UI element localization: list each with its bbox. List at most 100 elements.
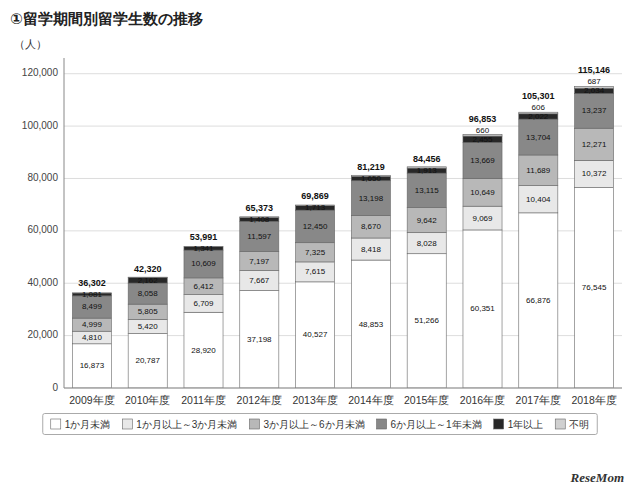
segment-label: 1,913 (417, 166, 438, 175)
bar-segment (72, 344, 111, 388)
segment-label: 4,810 (82, 333, 103, 342)
bar-segment (463, 178, 502, 206)
segment-label: 40,527 (303, 330, 328, 339)
segment-label: 13,115 (415, 186, 439, 195)
total-label: 53,991 (190, 232, 218, 242)
segment-label: 48,853 (359, 320, 384, 329)
legend-label: 不明 (569, 419, 589, 430)
bar-segment (184, 295, 223, 313)
y-tick-label: 60,000 (27, 224, 58, 235)
bar-segment (407, 233, 446, 254)
bar-segment (407, 207, 446, 232)
grid-line (64, 73, 622, 74)
x-tick-label: 2014年度 (348, 394, 393, 406)
x-tick-label: 2017年度 (516, 394, 561, 406)
total-label: 36,302 (78, 278, 106, 288)
x-tick-label: 2016年度 (460, 394, 505, 406)
bar-segment (351, 215, 390, 238)
segment-label: 606 (532, 103, 546, 112)
segment-label: 60,351 (470, 304, 495, 313)
legend-item: 1か月未満 (51, 419, 111, 430)
y-tick-label: 20,000 (27, 329, 58, 340)
segment-label: 7,667 (249, 276, 270, 285)
segment-label: 5,805 (138, 307, 159, 316)
legend-item: 1か月以上～3か月未満 (122, 419, 237, 430)
segment-label: 13,704 (526, 133, 551, 142)
bar-segment (240, 252, 279, 271)
x-axis-line (64, 388, 622, 389)
legend-label: 1年以上 (508, 419, 544, 430)
bar-segment (184, 250, 223, 278)
bar-segment (128, 304, 167, 319)
bar-segment (463, 230, 502, 388)
segment-label: 13,198 (359, 194, 384, 203)
bar-segment (351, 260, 390, 388)
bar-segment (72, 331, 111, 344)
segment-label: 2,455 (472, 135, 493, 144)
bar-segment (575, 94, 614, 129)
legend-label: 1か月以上～3か月未満 (136, 419, 237, 430)
segment-label: 5,420 (138, 322, 159, 331)
bar-segment (463, 206, 502, 230)
y-axis-line (64, 58, 65, 388)
segment-label: 51,266 (414, 316, 439, 325)
total-label: 42,320 (134, 264, 162, 274)
segment-label: 9,642 (417, 216, 438, 225)
x-tick-label: 2009年度 (69, 394, 114, 406)
bar-segment (240, 221, 279, 251)
chart: ①留学期間別留学生数の推移（人）020,00040,00060,00080,00… (0, 0, 640, 490)
segment-label: 9,069 (472, 214, 493, 223)
bar-segment (128, 283, 167, 304)
legend-swatch (494, 419, 504, 429)
bar-segment (72, 318, 111, 331)
bar-segment (519, 186, 558, 213)
watermark: ReseMom (570, 470, 624, 485)
total-label: 96,853 (469, 114, 497, 124)
segment-label: 37,198 (247, 335, 272, 344)
legend-label: 1か月未満 (65, 419, 111, 430)
segment-label: 76,545 (582, 283, 607, 292)
segment-label: 8,028 (417, 239, 438, 248)
legend-frame (43, 414, 598, 435)
y-tick-label: 40,000 (27, 277, 58, 288)
bar-segment (128, 319, 167, 333)
total-label: 69,869 (301, 191, 329, 201)
x-tick-label: 2013年度 (292, 394, 337, 406)
bar-segment (351, 181, 390, 216)
total-label: 81,219 (357, 162, 385, 172)
x-tick-label: 2012年度 (237, 394, 282, 406)
data-labels: 16,8734,8104,9998,4991,08136,30220,7875,… (78, 65, 610, 370)
legend-item: 6か月以上～1年未満 (377, 419, 482, 430)
segment-label: 2,162 (138, 276, 159, 285)
y-tick-label: 0 (52, 382, 58, 393)
segment-label: 6,412 (193, 282, 214, 291)
bar-segment (296, 282, 335, 388)
segment-label: 28,920 (191, 346, 216, 355)
y-tick-label: 120,000 (22, 67, 59, 78)
segment-label: 10,404 (526, 195, 551, 204)
bar-segment (184, 278, 223, 295)
segment-label: 10,372 (582, 169, 607, 178)
segment-label: 10,609 (191, 259, 216, 268)
bar-segment (519, 119, 558, 155)
x-tick-label: 2011年度 (181, 394, 226, 406)
bar-segment (575, 128, 614, 160)
bar-segment (296, 262, 335, 282)
segment-label: 8,670 (361, 222, 382, 231)
segment-label: 1,081 (82, 290, 103, 299)
segment-label: 4,999 (82, 320, 103, 329)
grid (64, 74, 622, 388)
segment-label: 1,408 (249, 215, 270, 224)
legend: 1か月未満1か月以上～3か月未満3か月以上～6か月未満6か月以上～1年未満1年以… (43, 414, 598, 435)
segment-label: 2,034 (584, 86, 605, 95)
segment-label: 10,649 (470, 188, 495, 197)
bar-segment (240, 270, 279, 290)
segment-label: 11,597 (247, 232, 271, 241)
legend-swatch (51, 419, 61, 429)
segment-label: 1,341 (193, 244, 214, 253)
y-axis-label: （人） (14, 38, 47, 50)
y-tick-label: 80,000 (27, 172, 58, 183)
bar-segment (240, 291, 279, 388)
bar-segment (184, 312, 223, 388)
bar-segment (463, 142, 502, 178)
